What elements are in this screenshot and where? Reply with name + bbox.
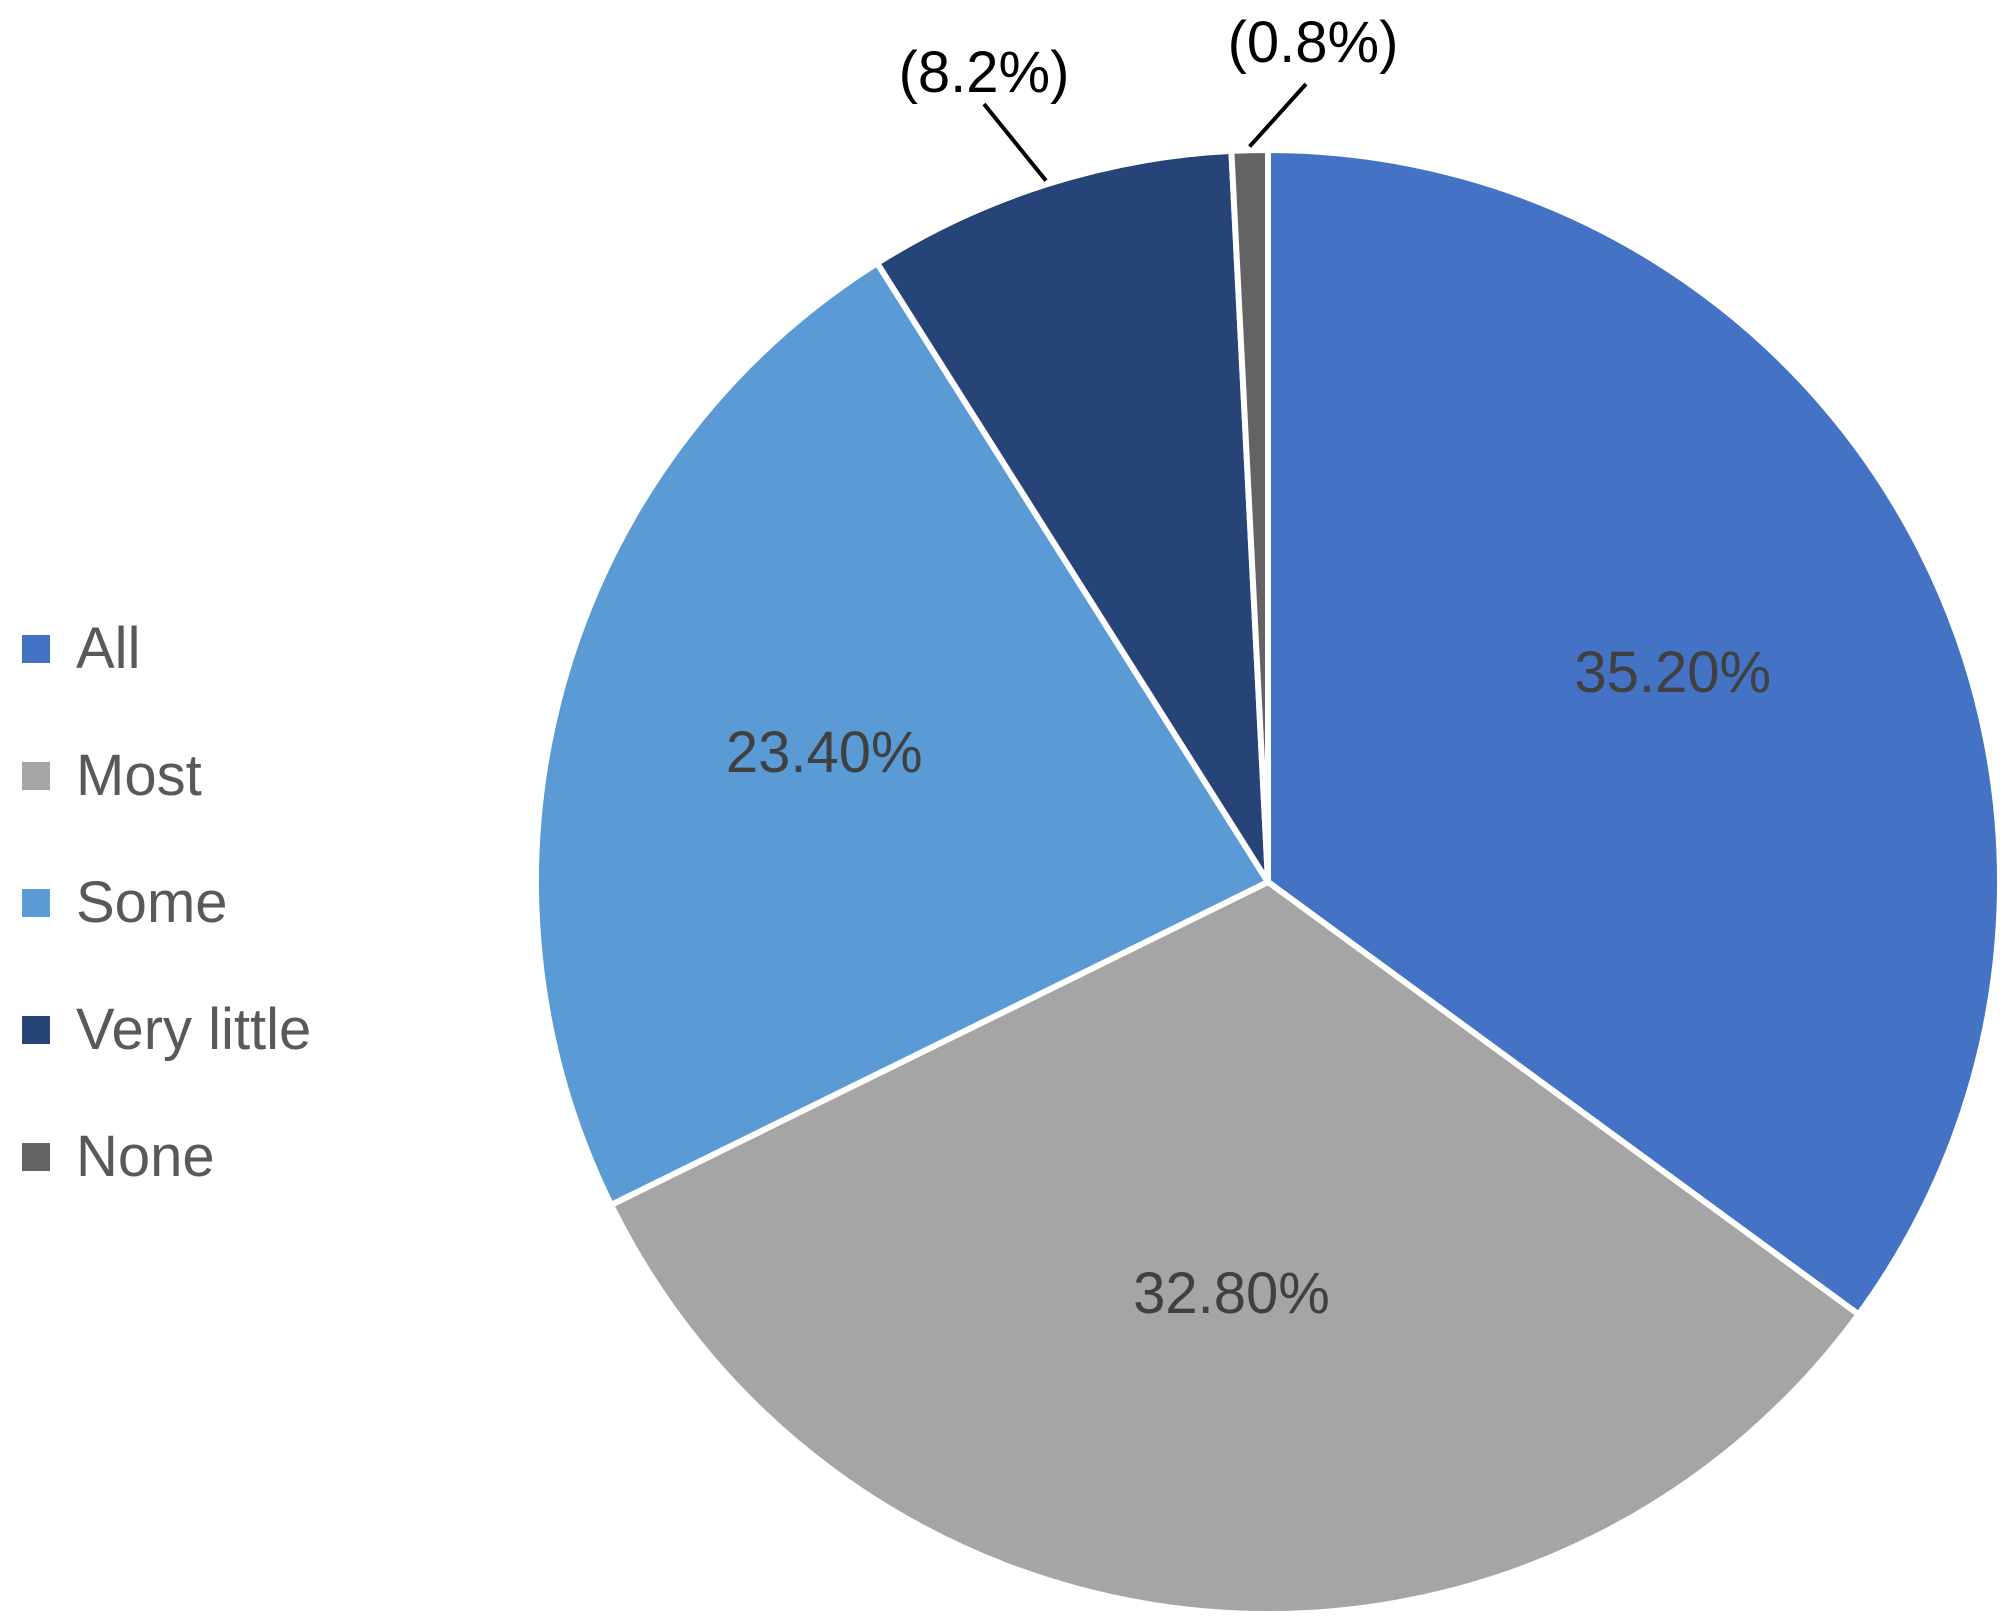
data-label-all: 35.20% — [1574, 640, 1771, 705]
data-label-none: (0.8%) — [1228, 10, 1399, 75]
legend: All Most Some Very little None — [22, 585, 311, 1220]
pie-slice-very-little — [874, 147, 1271, 885]
legend-label-all: All — [76, 616, 141, 681]
pie-slice-some — [533, 260, 1271, 1208]
legend-label-very-little: Very little — [76, 997, 312, 1062]
legend-label-none: None — [76, 1124, 215, 1189]
data-label-very-little: (8.2%) — [899, 40, 1070, 105]
legend-swatch-some — [22, 888, 50, 917]
legend-item-none: None — [22, 1093, 311, 1220]
leader-line-none — [1248, 82, 1308, 148]
pie-slice-most — [608, 879, 1862, 1617]
legend-item-most: Most — [22, 712, 311, 839]
legend-item-all: All — [22, 585, 311, 712]
legend-label-most: Most — [76, 743, 202, 808]
pie-slice-all — [1265, 147, 2003, 1318]
legend-label-some: Some — [76, 870, 228, 935]
legend-swatch-all — [22, 634, 50, 663]
pie-slice-none — [1228, 147, 1271, 885]
legend-swatch-most — [22, 761, 50, 790]
legend-swatch-very-little — [22, 1015, 50, 1044]
data-label-most: 32.80% — [1133, 1261, 1330, 1326]
legend-swatch-none — [22, 1142, 50, 1171]
legend-item-very-little: Very little — [22, 966, 311, 1093]
leader-line-very-little — [982, 102, 1048, 182]
legend-item-some: Some — [22, 839, 311, 966]
data-label-some: 23.40% — [726, 720, 923, 785]
